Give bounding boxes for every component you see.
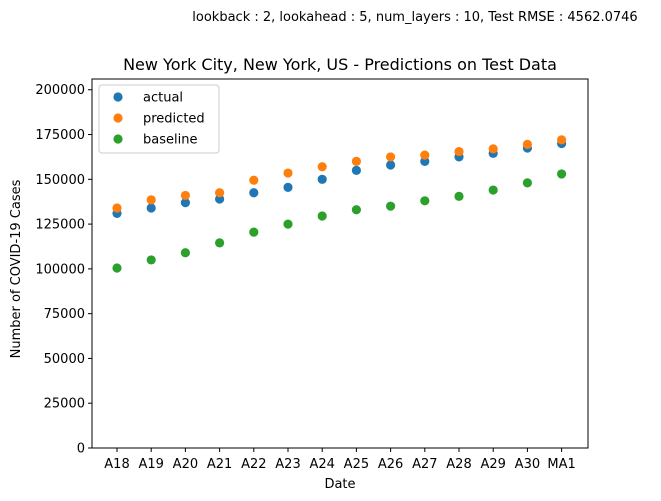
data-point-actual [386,160,396,170]
y-tick-label: 125000 [35,218,85,233]
x-tick-label: A29 [480,457,505,472]
legend-label-predicted: predicted [143,112,205,127]
data-point-actual [317,174,327,184]
data-point-baseline [557,169,567,179]
data-point-actual [180,197,190,208]
data-point-actual [283,182,293,192]
data-point-baseline [112,263,122,273]
data-point-baseline [522,178,533,188]
y-tick-label: 100000 [35,262,85,277]
data-point-baseline [351,205,361,215]
data-point-predicted [215,188,225,198]
data-point-predicted [180,190,190,201]
y-tick-label: 0 [77,442,85,457]
data-point-actual [146,203,156,213]
data-point-actual [351,165,361,175]
x-tick-label: A26 [378,457,403,472]
data-point-baseline [386,201,396,211]
plot-area: 0 25000 50000 75000 100000 125000 150000 175000… [35,78,589,472]
data-point-predicted [317,162,327,172]
x-tick-label: A27 [412,457,437,472]
legend-marker-predicted [113,113,123,123]
data-point-actual [249,188,259,198]
data-point-baseline [420,196,430,206]
x-tick-label: A25 [344,457,369,472]
x-tick-label: A18 [104,457,129,472]
x-tick-label: MA1 [547,457,575,472]
chart-title: New York City, New York, US - Prediction… [123,55,557,74]
chart-suptitle: lookback : 2, lookahead : 5, num_layers … [192,10,637,25]
data-point-baseline [146,255,156,265]
legend-box [98,84,220,154]
x-tick-label: A21 [207,457,232,472]
y-tick-label: 150000 [35,173,85,188]
data-point-baseline [215,238,225,248]
legend-label-actual: actual [143,91,183,106]
legend-marker-baseline [113,134,123,144]
data-point-predicted [557,135,567,145]
data-point-baseline [317,211,327,221]
data-point-predicted [351,156,361,166]
x-tick-label: A24 [309,457,334,472]
y-axis-label: Number of COVID-19 Cases [9,179,24,358]
data-point-baseline [488,185,498,195]
data-point-predicted [454,146,464,157]
y-tick-label: 50000 [44,352,85,367]
data-point-baseline [180,248,190,258]
data-point-predicted [249,175,259,185]
data-point-predicted [112,203,122,213]
x-tick-label: A30 [515,457,540,472]
data-point-predicted [420,150,430,160]
data-point-predicted [146,195,156,205]
y-tick-label: 175000 [35,128,85,143]
axes-frame [91,78,589,449]
data-point-baseline [283,219,293,229]
data-point-predicted [488,144,498,154]
x-tick-label: A22 [241,457,266,472]
y-tick-label: 75000 [44,307,85,322]
x-tick-label: A20 [173,457,198,472]
x-tick-label: A19 [138,457,163,472]
x-tick-label: A23 [275,457,300,472]
data-point-predicted [522,139,533,149]
y-tick-label: 200000 [35,83,85,98]
legend-label-baseline: baseline [143,133,197,148]
x-tick-label: A28 [446,457,471,472]
y-tick-label: 25000 [44,397,85,412]
legend-marker-actual [113,92,123,102]
data-point-predicted [283,168,293,178]
x-axis-label: Date [324,477,355,492]
data-point-baseline [249,227,259,237]
data-point-predicted [386,152,396,162]
data-point-baseline [454,191,464,201]
